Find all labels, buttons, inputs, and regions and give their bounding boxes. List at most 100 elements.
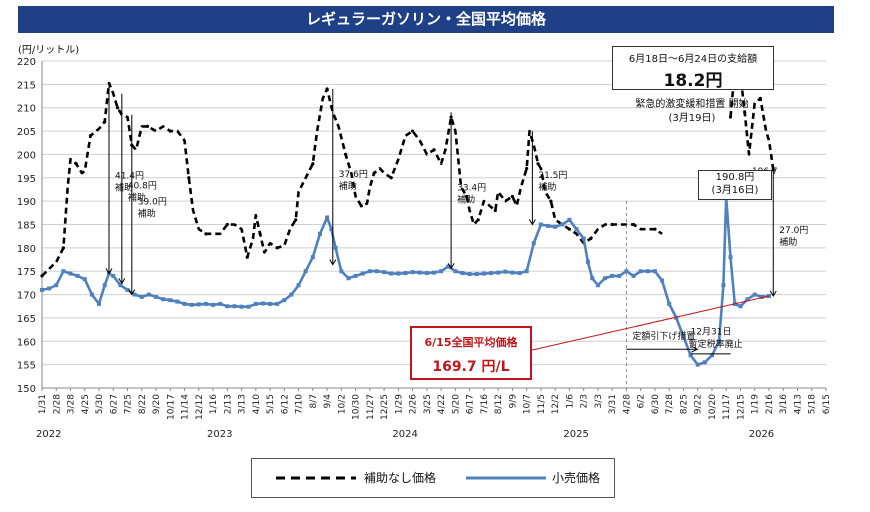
subsidy-label: 41.4円 xyxy=(115,170,144,181)
data-point xyxy=(303,269,308,274)
data-point xyxy=(246,304,251,309)
data-point xyxy=(68,271,73,276)
data-point xyxy=(275,301,280,306)
data-point xyxy=(339,269,344,274)
x-tick-label: 10/2 xyxy=(337,394,347,414)
national-average-box: 6/15全国平均価格 169.7 円/L xyxy=(410,326,532,380)
subsidy-label: 補助 xyxy=(138,208,156,220)
chart-title-bar: レギュラーガソリン・全国平均価格 xyxy=(18,6,834,33)
year-label: 2025 xyxy=(563,429,588,440)
x-tick-label: 9/22 xyxy=(694,394,704,414)
data-point xyxy=(695,362,700,367)
policy-note-line-2: (3月19日) xyxy=(668,113,716,124)
y-tick-label: 170 xyxy=(17,291,36,302)
legend-dashed-swatch xyxy=(276,476,356,480)
x-tick-label: 4/22 xyxy=(437,394,447,414)
year-label: 2024 xyxy=(392,429,417,440)
data-point xyxy=(204,232,208,236)
x-tick-label: 3/13 xyxy=(238,394,248,414)
x-tick-label: 9/4 xyxy=(323,394,333,409)
x-tick-label: 2/3 xyxy=(580,394,590,408)
data-point xyxy=(310,255,315,260)
y-tick-label: 195 xyxy=(17,174,36,185)
overlays: 定額引下げ措置12月31日暫定税率廃止196.7 xyxy=(527,167,778,388)
phase-label: 暫定税率廃止 xyxy=(689,338,743,350)
data-point xyxy=(218,301,223,306)
data-point xyxy=(581,236,586,241)
data-point xyxy=(553,224,558,229)
data-point xyxy=(118,283,123,288)
y-tick-label: 155 xyxy=(17,361,36,372)
policy-note: 緊急的激変緩和措置 開始 (3月19日) xyxy=(612,98,772,126)
y-tick-label: 200 xyxy=(17,150,36,161)
y-tick-label: 185 xyxy=(17,221,36,232)
data-point xyxy=(417,270,422,275)
data-point xyxy=(289,292,294,297)
data-point xyxy=(474,272,479,277)
data-point xyxy=(260,301,265,306)
data-point xyxy=(496,270,501,275)
data-point xyxy=(638,269,643,274)
x-tick-label: 6/17 xyxy=(466,394,476,414)
data-point xyxy=(510,270,515,275)
data-point xyxy=(225,304,230,309)
data-point xyxy=(517,271,522,276)
y-tick-labels: 150 155 160 165 170 175 180 185 190 195 200 205 210 2… xyxy=(17,57,36,395)
data-point xyxy=(549,199,553,203)
x-tick-label: 2/16 xyxy=(765,394,775,414)
data-point xyxy=(481,271,486,276)
data-point xyxy=(503,269,508,274)
arrow-head xyxy=(769,290,777,297)
y-tick-label: 150 xyxy=(17,384,36,395)
subsidy-label: 33.4円 xyxy=(457,182,486,193)
x-tick-label: 3/28 xyxy=(67,394,77,414)
payment-amount: 18.2円 xyxy=(663,71,723,91)
data-point xyxy=(410,270,415,275)
data-point xyxy=(610,273,615,278)
data-point xyxy=(111,273,116,278)
data-point xyxy=(258,232,262,236)
data-point xyxy=(40,287,44,292)
data-point xyxy=(232,304,237,309)
data-point xyxy=(282,298,287,303)
data-point xyxy=(411,129,415,133)
subsidy-label: 27.0円 xyxy=(779,225,808,236)
data-point xyxy=(182,301,187,306)
payment-label: 6月18日～6月24日の支給額 xyxy=(628,54,758,65)
data-point xyxy=(88,134,93,138)
x-tick-label: 4/13 xyxy=(793,394,803,414)
data-point xyxy=(674,315,679,320)
data-point xyxy=(389,176,393,180)
x-tick-label: 11/17 xyxy=(722,394,732,420)
data-point xyxy=(603,276,608,281)
data-point xyxy=(467,272,472,277)
date-note: 12月31日 xyxy=(691,326,732,337)
data-point xyxy=(771,168,775,172)
data-point xyxy=(610,222,614,227)
data-point xyxy=(560,222,565,227)
x-tick-label: 8/25 xyxy=(679,394,689,414)
data-point xyxy=(631,222,636,227)
arrow-head xyxy=(118,278,126,285)
data-point xyxy=(510,194,514,199)
data-point xyxy=(196,302,201,307)
data-point xyxy=(325,215,330,220)
x-tick-label: 9/9 xyxy=(508,394,518,409)
data-point xyxy=(432,270,436,275)
x-tick-label: 2/26 xyxy=(409,394,419,414)
subsidy-label: 21.5円 xyxy=(538,170,567,181)
x-tick-label: 8/12 xyxy=(494,394,504,414)
legend-dashed-label: 補助なし価格 xyxy=(364,471,437,485)
data-point xyxy=(61,246,65,250)
x-tick-label: 10/17 xyxy=(166,394,176,420)
x-tick-label: 2/13 xyxy=(223,394,233,414)
y-tick-label: 220 xyxy=(17,57,36,68)
x-tick-label: 2/28 xyxy=(52,394,62,414)
data-point xyxy=(624,269,629,274)
x-tick-label: 5/30 xyxy=(95,394,105,414)
x-tick-label: 5/18 xyxy=(808,394,818,414)
data-point xyxy=(296,283,301,288)
x-tick-label: 3/25 xyxy=(423,394,433,414)
y-tick-label: 180 xyxy=(17,244,36,255)
subsidy-label: 40.8円 xyxy=(128,181,157,192)
